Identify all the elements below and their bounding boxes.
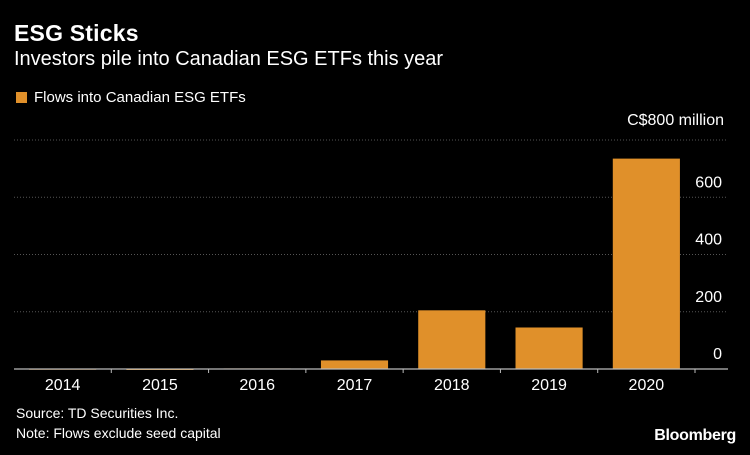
- y-tick-label: 200: [695, 289, 722, 306]
- bloomberg-logo: Bloomberg: [654, 427, 736, 444]
- legend-label: Flows into Canadian ESG ETFs: [34, 89, 246, 106]
- legend-swatch: [16, 92, 27, 103]
- y-tick-label: 400: [695, 232, 722, 249]
- x-tick-label: 2015: [142, 377, 178, 394]
- x-tick-label: 2014: [45, 377, 81, 394]
- chart-title: ESG Sticks: [14, 20, 139, 46]
- bar-2017: [320, 360, 389, 369]
- legend: Flows into Canadian ESG ETFs: [16, 89, 246, 106]
- y-tick-label: 600: [695, 174, 722, 191]
- x-tick-label: 2017: [337, 377, 373, 394]
- x-tick-label: 2016: [239, 377, 275, 394]
- bar-2019: [515, 327, 583, 369]
- x-tick-label: 2020: [629, 377, 665, 394]
- bar-2020: [612, 158, 680, 369]
- bar-2018: [418, 310, 486, 369]
- x-tick-label: 2019: [531, 377, 567, 394]
- source-note: Source: TD Securities Inc.: [16, 405, 179, 421]
- axes: 0 200 400 600 2014 2015 2016 2017 2018 2019 2020: [14, 174, 728, 394]
- y-axis-unit-label: C$800 million: [627, 112, 724, 129]
- chart-subtitle: Investors pile into Canadian ESG ETFs th…: [14, 48, 444, 70]
- y-tick-label: 0: [713, 346, 722, 363]
- footnote: Note: Flows exclude seed capital: [16, 425, 221, 441]
- gridlines: [14, 139, 728, 313]
- x-tick-label: 2018: [434, 377, 470, 394]
- bars: [29, 158, 680, 370]
